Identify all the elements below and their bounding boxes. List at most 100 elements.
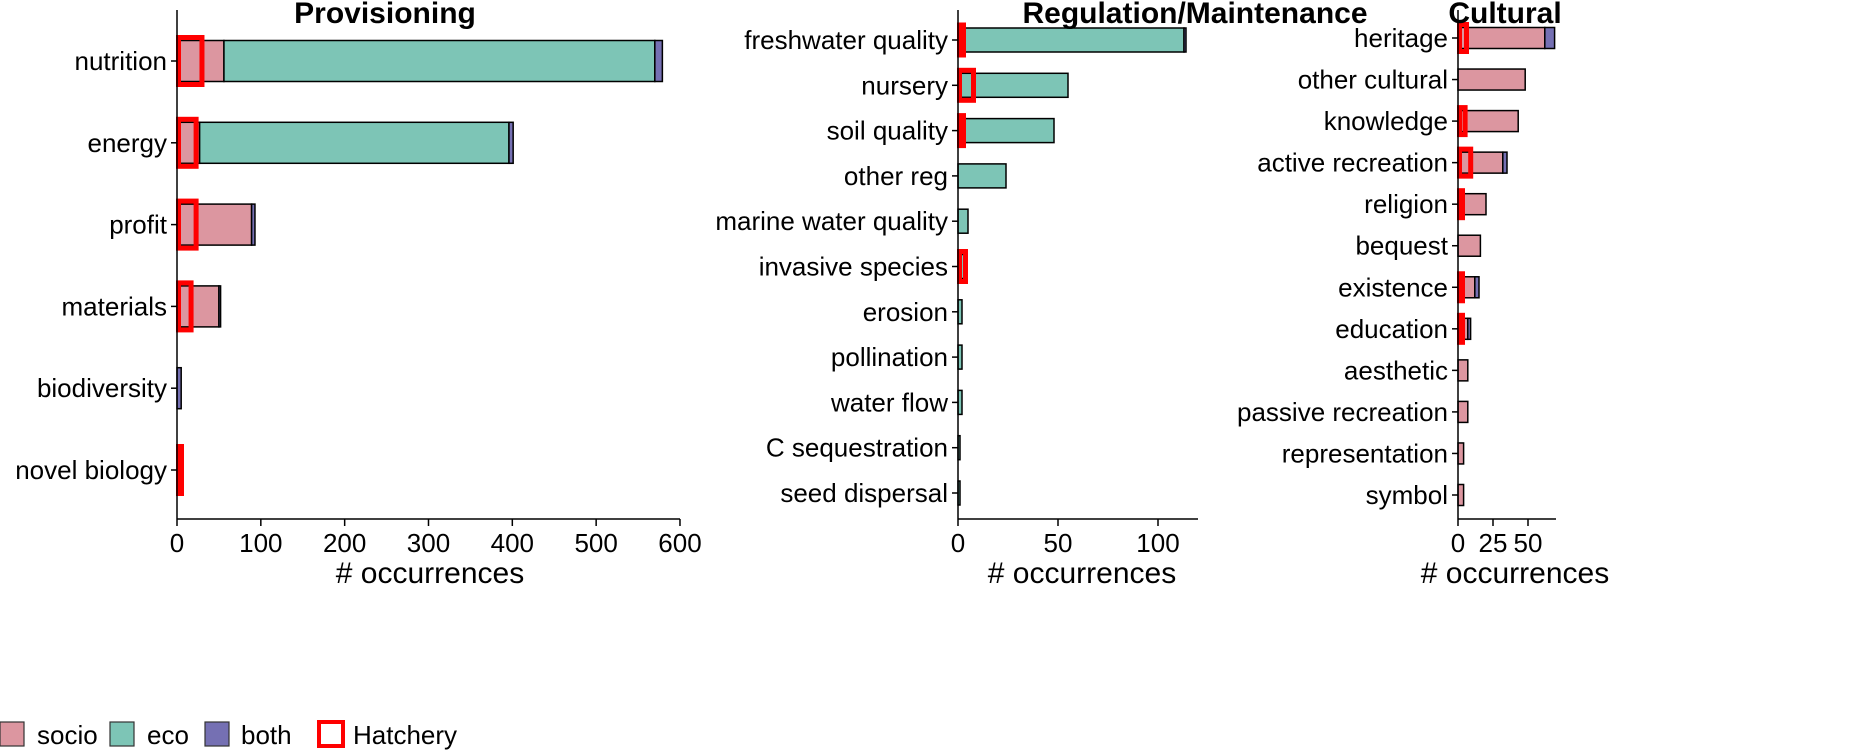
legend-label-socio: socio [37,720,98,750]
y-tick-label: knowledge [1324,106,1448,136]
y-tick-label: C sequestration [766,433,948,463]
y-tick-label: novel biology [15,455,167,485]
y-tick-label: pollination [831,342,948,372]
bar-socio [1457,234,1482,257]
y-tick-label: passive recreation [1237,397,1448,427]
y-tick-label: marine water quality [715,206,948,236]
bar-both [250,203,256,246]
bar-both [1183,27,1187,53]
bar-both [1502,151,1508,174]
legend-swatch-both [204,721,230,747]
x-tick-label: 100 [239,528,282,558]
bar-socio [1457,400,1469,424]
x-tick-label: 400 [491,528,534,558]
legend-label-hatchery: Hatchery [353,720,457,750]
y-tick-label: invasive species [759,252,948,282]
x-tick-label: 50 [1514,528,1543,558]
hatchery-outline [957,249,968,284]
bar-eco [223,39,656,83]
x-tick-label: 200 [323,528,366,558]
y-tick-label: materials [62,291,167,321]
bar-eco [957,208,969,234]
hatchery-outline [957,113,966,149]
panel-cultural: heritage other cultural knowledge active re… [1237,0,1609,590]
hatchery-outline [1457,105,1468,138]
y-tick-label: bequest [1355,231,1448,261]
y-tick-label: freshwater quality [744,25,948,55]
bar-socio [1457,151,1504,174]
bar-both [1544,26,1556,50]
legend-swatch-eco [109,721,135,747]
hatchery-outline [1457,271,1465,304]
x-axis-label: # occurrences [988,557,1176,590]
y-tick-label: existence [1338,272,1448,302]
hatchery-outline [176,280,194,333]
x-tick-label: 0 [170,528,184,558]
y-tick-label: active recreation [1257,148,1448,178]
bar-eco [957,27,1185,53]
y-tick-label: erosion [863,297,948,327]
panel-title: Regulation/Maintenance [1022,0,1367,30]
bar-both [1474,276,1480,299]
y-tick-label: heritage [1354,23,1448,53]
x-axis-label: # occurrences [336,557,524,590]
x-tick-label: 0 [1451,528,1465,558]
legend-swatch-socio [0,721,25,747]
y-tick-label: biodiversity [37,373,167,403]
y-tick-label: other reg [844,161,948,191]
panel-regulation-maintenance: freshwater quality nursery soil quality oth… [715,0,1367,590]
bar-both [1467,317,1472,341]
legend-label-both: both [241,720,292,750]
bar-socio [1457,26,1546,50]
hatchery-outline [1457,312,1465,345]
x-tick-label: 100 [1136,528,1179,558]
x-tick-label: 300 [407,528,450,558]
hatchery-outline [1457,146,1474,179]
legend-swatch-hatchery [317,720,345,748]
bar-socio [1457,359,1469,382]
y-tick-label: representation [1282,438,1448,468]
bar-socio [1457,442,1465,465]
legend-label-eco: eco [147,720,189,750]
bar-socio [176,285,220,328]
y-tick-label: nutrition [75,46,168,76]
y-tick-label: seed dispersal [780,478,948,508]
y-tick-label: religion [1364,189,1448,219]
y-tick-label: profit [109,210,168,240]
y-tick-label: aesthetic [1344,355,1448,385]
hatchery-outline [176,444,184,496]
x-tick-label: 500 [574,528,617,558]
bar-eco [957,117,1055,144]
hatchery-outline [1457,188,1465,221]
y-tick-label: nursery [861,70,948,100]
bar-eco [957,163,1007,189]
legend: socio eco both Hatchery [0,720,457,750]
x-tick-label: 50 [1044,528,1073,558]
hatchery-outline [1457,22,1469,54]
bar-socio [1457,68,1526,91]
y-tick-label: symbol [1366,480,1448,510]
bar-socio [176,203,253,246]
hatchery-outline [957,22,966,58]
bar-eco [198,121,510,165]
x-tick-label: 600 [658,528,701,558]
hatchery-outline [176,116,199,169]
bar-both [218,285,222,328]
x-tick-label: 25 [1479,528,1508,558]
bar-both [654,39,664,83]
panel-title: Cultural [1448,0,1561,30]
hatchery-outline [176,35,205,87]
bar-both [508,121,514,165]
hatchery-outline [176,198,199,251]
y-tick-label: education [1335,314,1448,344]
y-tick-label: other cultural [1298,65,1448,95]
panel-provisioning: nutrition energy profit materials biodiversi… [15,0,701,590]
y-tick-label: soil quality [827,116,948,146]
x-axis-label: # occurrences [1421,557,1609,590]
x-tick-label: 0 [951,528,965,558]
y-tick-label: energy [88,128,168,158]
y-tick-label: water flow [830,387,948,417]
hatchery-outline [957,67,976,103]
